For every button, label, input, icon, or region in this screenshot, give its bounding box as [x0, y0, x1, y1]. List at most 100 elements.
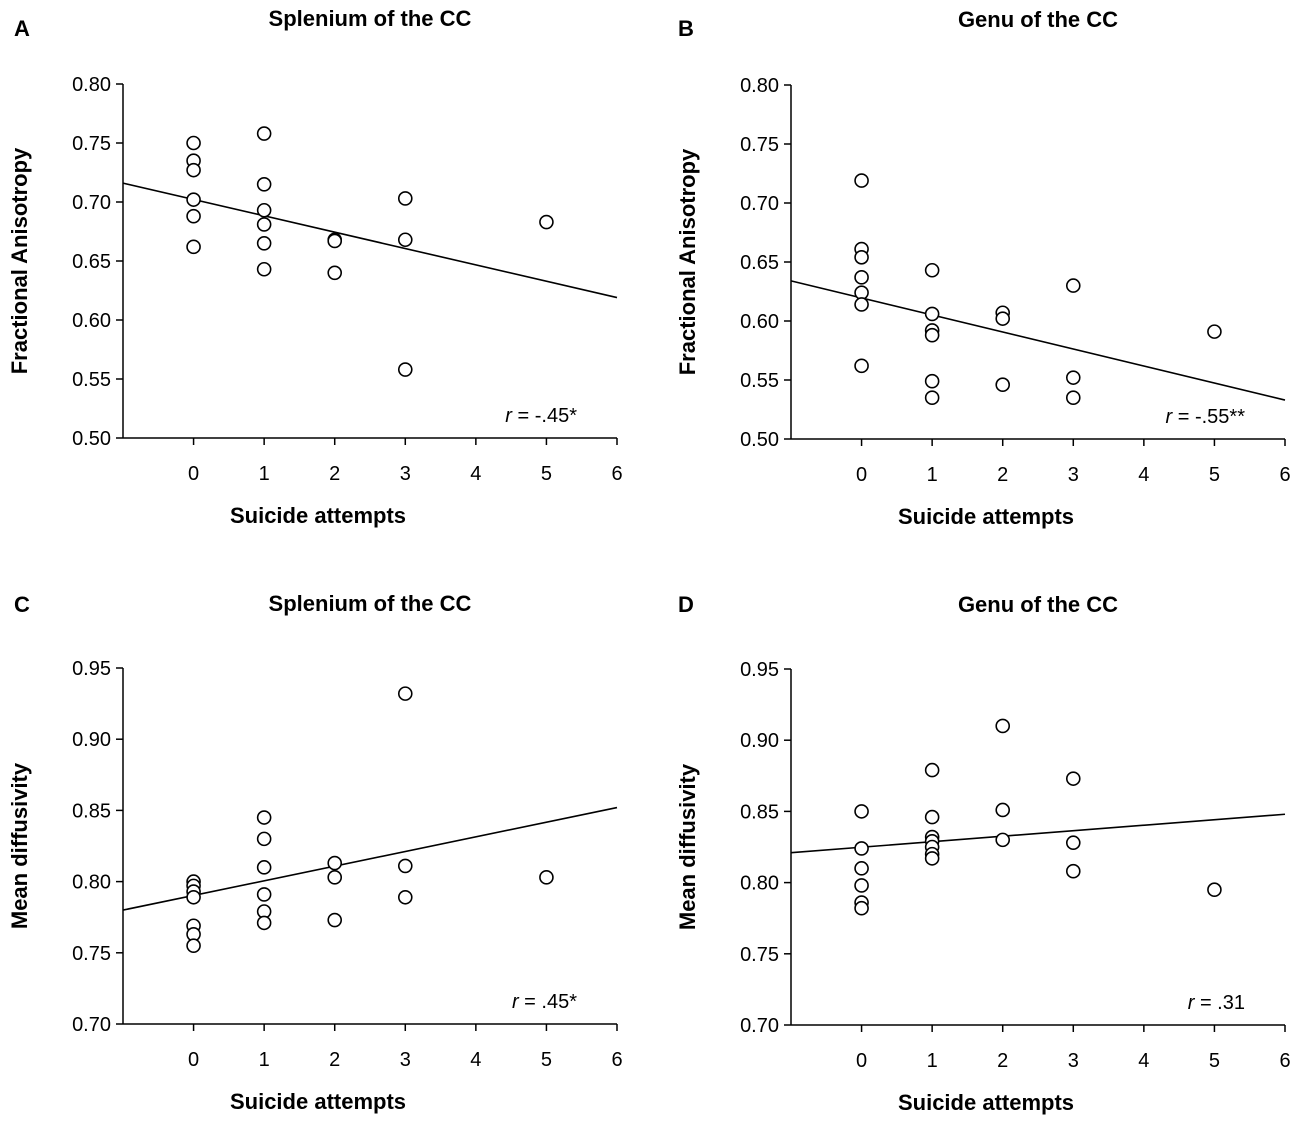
y-tick-label: 0.80 [740, 873, 779, 895]
data-point [256, 831, 272, 847]
y-tick-label: 0.55 [72, 369, 111, 391]
x-tick-label: 6 [611, 463, 622, 485]
x-tick-label: 6 [611, 1049, 622, 1071]
x-tick-label: 0 [188, 1049, 199, 1071]
y-tick-label: 0.85 [740, 801, 779, 823]
data-point [256, 860, 272, 875]
panel-a: A Splenium of the CC 0.50 0.55 0.60 0.65 0.70 0… [7, 6, 623, 528]
x-tick-label: 2 [997, 464, 1008, 486]
data-point [854, 804, 869, 819]
y-tick-label: 0.95 [72, 658, 111, 680]
x-tick-label: 1 [927, 1050, 938, 1072]
x-tick-label: 2 [329, 463, 340, 485]
data-point [539, 214, 554, 230]
data-point [924, 373, 940, 389]
panel-letter: A [14, 16, 30, 41]
regression-line [790, 813, 1286, 854]
data-point [256, 810, 272, 825]
data-point [1065, 835, 1081, 851]
y-axis-label: Fractional Anisotropy [675, 148, 700, 375]
correlation-annotation: r = .31 [1188, 992, 1245, 1014]
data-point [995, 718, 1011, 734]
data-point [995, 802, 1011, 818]
data-point [256, 236, 272, 251]
r-value: = .31 [1194, 992, 1245, 1014]
y-tick-label: 0.70 [740, 193, 779, 215]
data-point [397, 191, 413, 206]
chart-title: Splenium of the CC [269, 591, 472, 616]
y-tick-label: 0.75 [72, 133, 111, 155]
data-point [924, 809, 940, 825]
y-tick-label: 0.75 [740, 134, 779, 156]
r-symbol: r [1188, 992, 1196, 1014]
y-tick-label: 0.90 [72, 729, 111, 751]
x-tick-label: 4 [1138, 1050, 1149, 1072]
y-tick-label: 0.80 [740, 75, 779, 97]
y-tick-label: 0.55 [740, 370, 779, 392]
x-tick-label: 2 [997, 1050, 1008, 1072]
panel-letter: C [14, 592, 30, 617]
regression-line [790, 280, 1286, 401]
data-point [256, 915, 272, 931]
regression-line [122, 182, 618, 299]
data-point [186, 192, 201, 207]
data-point [854, 900, 869, 916]
chart-title: Genu of the CC [958, 7, 1118, 32]
data-point [924, 390, 940, 406]
correlation-annotation: r = -.45* [505, 405, 577, 427]
y-tick-label: 0.80 [72, 872, 111, 894]
panel-c: C Splenium of the CC 0.70 0.75 0.80 0.85 0.90 0… [7, 591, 623, 1114]
x-tick-label: 4 [470, 463, 481, 485]
r-value: = .45* [519, 991, 578, 1013]
chart-title: Genu of the CC [958, 592, 1118, 617]
x-axis-label: Suicide attempts [230, 1089, 406, 1114]
data-point [397, 858, 413, 874]
data-point [854, 297, 869, 312]
y-tick-label: 0.60 [72, 310, 111, 332]
data-point [924, 327, 940, 343]
data-point [397, 686, 413, 701]
x-tick-label: 3 [1068, 464, 1079, 486]
y-tick-label: 0.90 [740, 730, 779, 752]
x-tick-label: 6 [1279, 464, 1290, 486]
data-point [924, 262, 940, 278]
x-tick-label: 1 [927, 464, 938, 486]
data-point [256, 217, 272, 232]
data-point [397, 232, 413, 248]
x-tick-label: 5 [541, 463, 552, 485]
x-tick-label: 5 [1209, 1050, 1220, 1072]
panel-letter: B [678, 16, 694, 41]
data-point [1065, 863, 1081, 879]
y-tick-label: 0.50 [740, 429, 779, 451]
x-tick-label: 1 [259, 1049, 270, 1071]
panel-b: B Genu of the CC 0.50 0.55 0.60 0.65 0.70 0.75 0… [675, 7, 1291, 529]
data-point [327, 855, 343, 871]
data-point [186, 162, 201, 178]
x-tick-label: 3 [400, 463, 411, 485]
y-tick-label: 0.75 [72, 943, 111, 965]
data-point [327, 912, 343, 928]
r-value: = -.55** [1172, 406, 1245, 428]
y-tick-label: 0.75 [740, 944, 779, 966]
data-point [1065, 278, 1081, 293]
y-axis-label: Mean diffusivity [7, 762, 32, 929]
data-point [854, 358, 869, 374]
y-tick-label: 0.60 [740, 311, 779, 333]
x-tick-label: 6 [1279, 1050, 1290, 1072]
data-point [995, 377, 1011, 393]
y-tick-label: 0.80 [72, 74, 111, 96]
data-point [1207, 882, 1222, 898]
x-tick-label: 4 [1138, 464, 1149, 486]
data-point [854, 841, 869, 856]
data-point [186, 135, 201, 151]
data-point [256, 261, 272, 277]
y-tick-label: 0.70 [72, 1014, 111, 1036]
y-tick-label: 0.65 [72, 251, 111, 273]
data-point [256, 126, 272, 141]
x-tick-label: 0 [856, 1050, 867, 1072]
y-axis-label: Mean diffusivity [675, 763, 700, 930]
data-point [854, 878, 869, 893]
data-point [186, 889, 201, 905]
chart-title: Splenium of the CC [269, 6, 472, 31]
panel-letter: D [678, 592, 694, 617]
